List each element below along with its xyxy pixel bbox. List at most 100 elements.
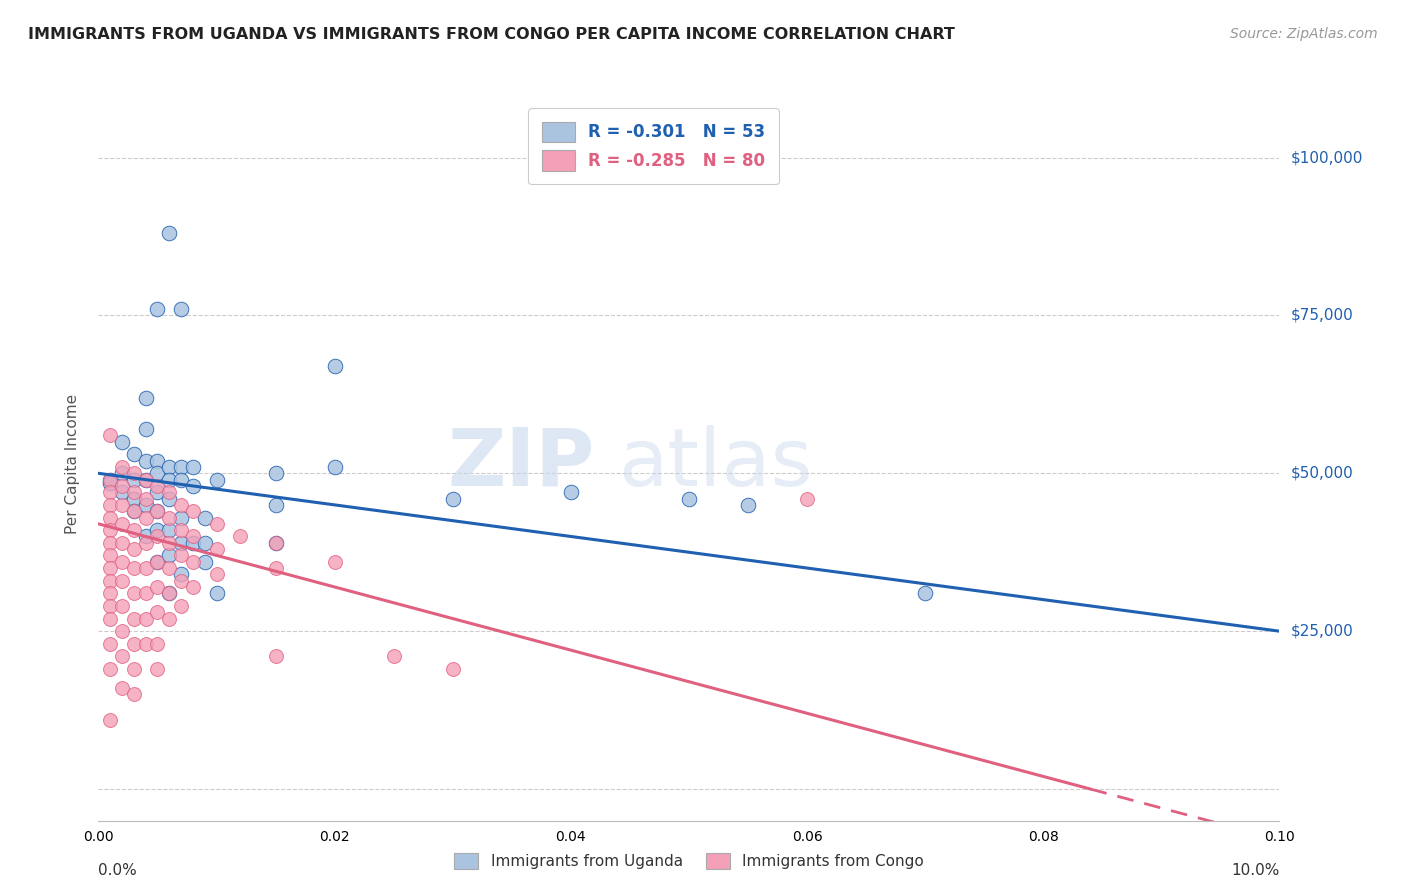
Text: 0.0%: 0.0% [98,863,138,879]
Point [146,605,169,619]
Point [194,555,217,569]
Text: 10.0%: 10.0% [1232,863,1279,879]
Point [111,479,134,493]
Point [170,567,193,582]
Point [323,555,346,569]
Point [135,529,157,543]
Point [157,460,180,475]
Text: IMMIGRANTS FROM UGANDA VS IMMIGRANTS FROM CONGO PER CAPITA INCOME CORRELATION CH: IMMIGRANTS FROM UGANDA VS IMMIGRANTS FRO… [28,27,955,42]
Text: $50,000: $50,000 [1291,466,1354,481]
Point [122,467,145,481]
Point [122,586,145,600]
Point [678,491,700,506]
Point [122,447,145,461]
Point [111,460,134,475]
Point [157,491,180,506]
Point [323,460,346,475]
Point [157,561,180,575]
Point [157,611,180,625]
Point [98,475,121,490]
Point [111,485,134,500]
Text: Source: ZipAtlas.com: Source: ZipAtlas.com [1230,27,1378,41]
Point [170,473,193,487]
Point [205,542,228,557]
Point [135,473,157,487]
Point [264,649,287,664]
Point [560,485,582,500]
Point [98,523,121,537]
Point [157,227,180,241]
Point [122,523,145,537]
Point [205,516,228,531]
Point [205,567,228,582]
Point [122,662,145,676]
Point [157,586,180,600]
Point [122,561,145,575]
Point [98,428,121,442]
Point [146,302,169,317]
Point [135,611,157,625]
Point [122,491,145,506]
Point [98,473,121,487]
Point [98,498,121,512]
Point [146,580,169,594]
Point [111,555,134,569]
Point [111,498,134,512]
Point [146,555,169,569]
Point [135,391,157,405]
Point [135,491,157,506]
Point [111,649,134,664]
Point [264,535,287,549]
Point [181,555,204,569]
Point [146,453,169,467]
Point [170,549,193,563]
Point [111,681,134,695]
Legend: Immigrants from Uganda, Immigrants from Congo: Immigrants from Uganda, Immigrants from … [447,847,931,875]
Point [98,662,121,676]
Legend: R = -0.301   N = 53, R = -0.285   N = 80: R = -0.301 N = 53, R = -0.285 N = 80 [529,108,779,184]
Point [170,510,193,524]
Point [98,574,121,588]
Point [146,467,169,481]
Point [98,549,121,563]
Point [264,561,287,575]
Text: ZIP: ZIP [447,425,595,503]
Point [98,561,121,575]
Point [181,535,204,549]
Point [122,504,145,518]
Point [157,535,180,549]
Point [135,535,157,549]
Point [157,473,180,487]
Point [135,422,157,436]
Point [157,485,180,500]
Point [135,561,157,575]
Point [135,453,157,467]
Point [264,498,287,512]
Point [264,535,287,549]
Point [98,599,121,613]
Point [157,510,180,524]
Point [122,611,145,625]
Point [146,485,169,500]
Text: $25,000: $25,000 [1291,624,1354,639]
Point [135,586,157,600]
Point [98,611,121,625]
Point [98,510,121,524]
Point [98,637,121,651]
Point [146,504,169,518]
Point [146,637,169,651]
Point [264,467,287,481]
Point [146,529,169,543]
Text: $75,000: $75,000 [1291,308,1354,323]
Point [135,510,157,524]
Point [135,473,157,487]
Point [181,580,204,594]
Point [122,687,145,701]
Point [98,535,121,549]
Point [122,542,145,557]
Point [796,491,818,506]
Point [323,359,346,373]
Point [98,485,121,500]
Point [122,637,145,651]
Point [382,649,405,664]
